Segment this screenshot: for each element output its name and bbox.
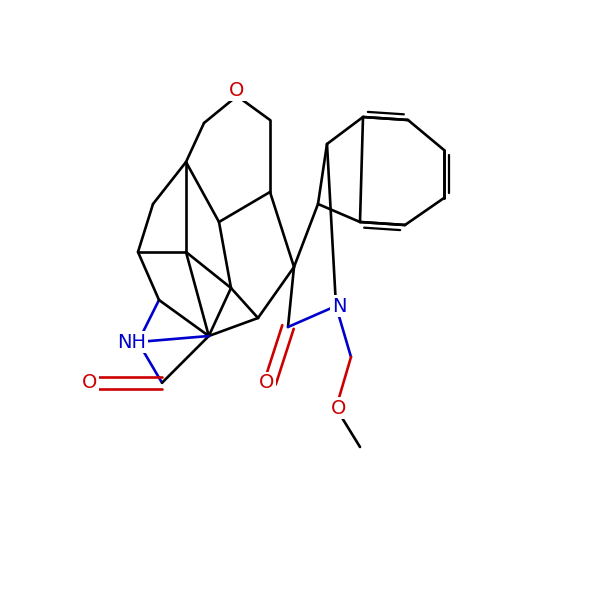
Text: O: O — [331, 398, 347, 418]
Text: O: O — [259, 373, 275, 392]
Text: O: O — [229, 80, 245, 100]
Text: NH: NH — [118, 332, 146, 352]
Text: O: O — [82, 373, 98, 392]
Text: N: N — [332, 296, 346, 316]
